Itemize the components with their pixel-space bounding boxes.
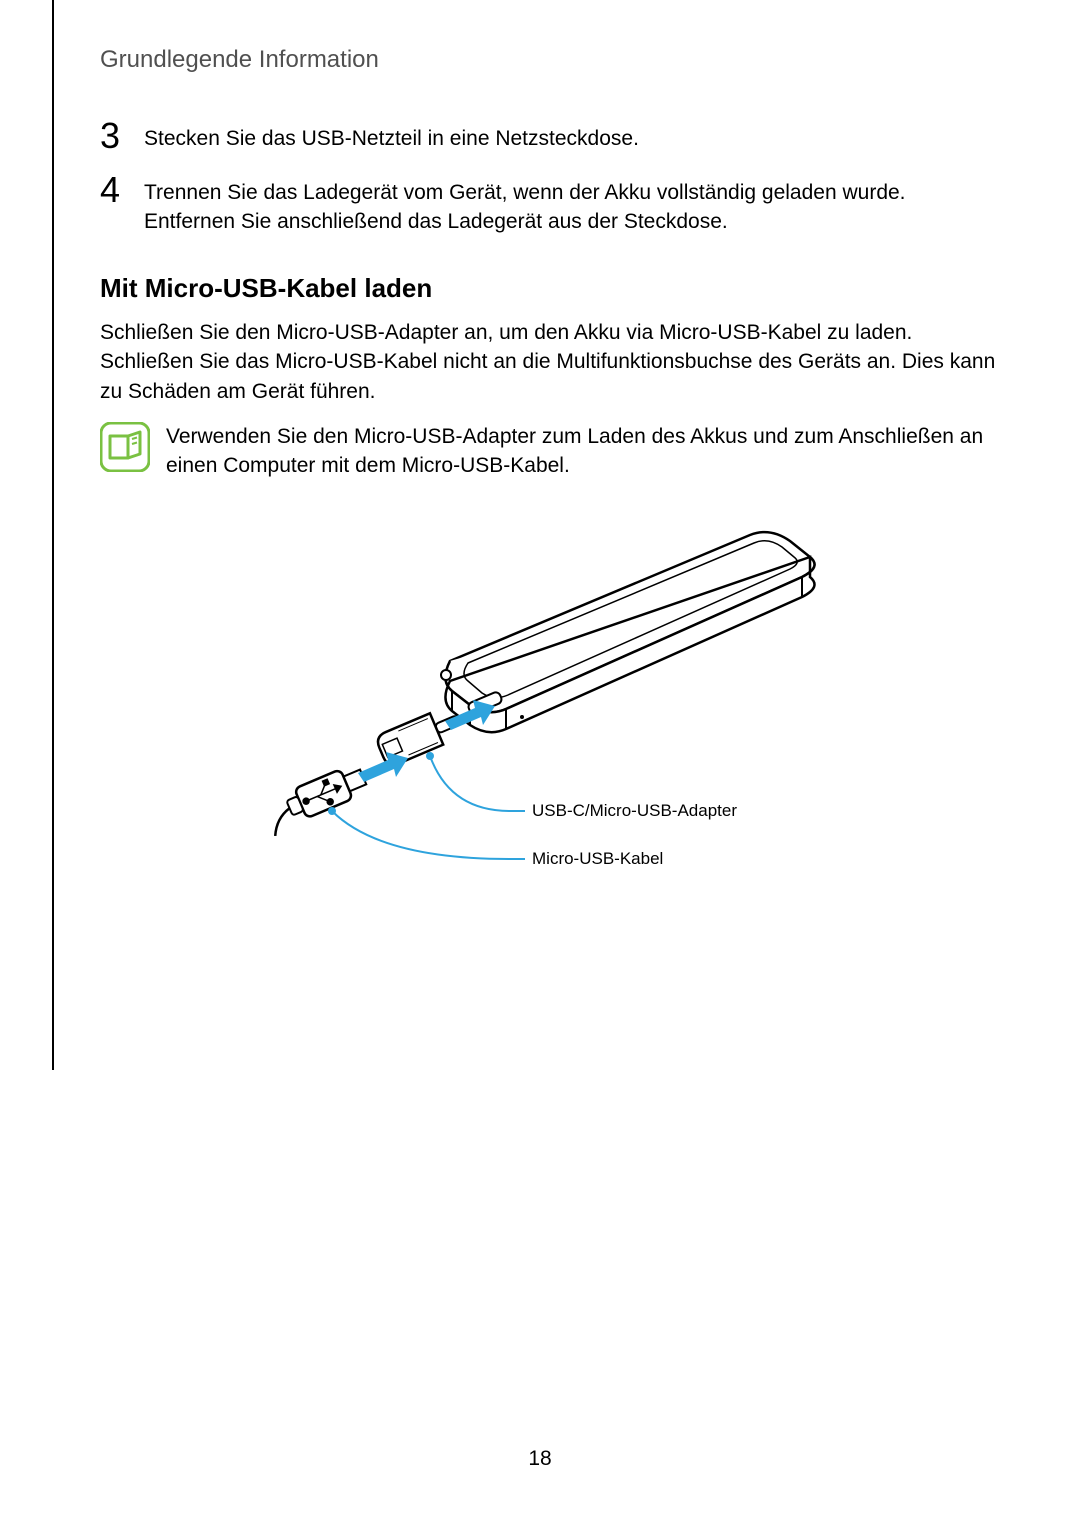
cable-label: Micro-USB-Kabel xyxy=(532,849,663,868)
page-header: Grundlegende Information xyxy=(100,46,1000,74)
micro-usb-plug xyxy=(270,762,371,836)
page-number: 18 xyxy=(0,1447,1080,1471)
adapter-label: USB-C/Micro-USB-Adapter xyxy=(532,801,737,820)
section-body: Schließen Sie den Micro-USB-Adapter an, … xyxy=(100,318,1000,406)
section-heading: Mit Micro-USB-Kabel laden xyxy=(100,273,1000,304)
step-3: 3 Stecken Sie das USB-Netzteil in eine N… xyxy=(100,124,1000,154)
step-number: 4 xyxy=(100,172,144,208)
side-rule xyxy=(52,0,54,1070)
callout-adapter: USB-C/Micro-USB-Adapter xyxy=(426,752,737,820)
note-icon xyxy=(100,422,150,472)
manual-page: Grundlegende Information 3 Stecken Sie d… xyxy=(0,0,1080,1527)
diagram-container: USB-C/Micro-USB-Adapter Micro-USB-Kabel xyxy=(100,511,1000,871)
step-4: 4 Trennen Sie das Ladegerät vom Gerät, w… xyxy=(100,178,1000,237)
note-block: Verwenden Sie den Micro-USB-Adapter zum … xyxy=(100,422,1000,481)
phone-outline xyxy=(441,532,815,732)
step-text: Stecken Sie das USB-Netzteil in eine Net… xyxy=(144,124,639,153)
note-text: Verwenden Sie den Micro-USB-Adapter zum … xyxy=(166,422,1000,481)
step-number: 3 xyxy=(100,118,144,154)
step-text: Trennen Sie das Ladegerät vom Gerät, wen… xyxy=(144,178,1000,237)
charging-diagram: USB-C/Micro-USB-Adapter Micro-USB-Kabel xyxy=(270,511,830,871)
